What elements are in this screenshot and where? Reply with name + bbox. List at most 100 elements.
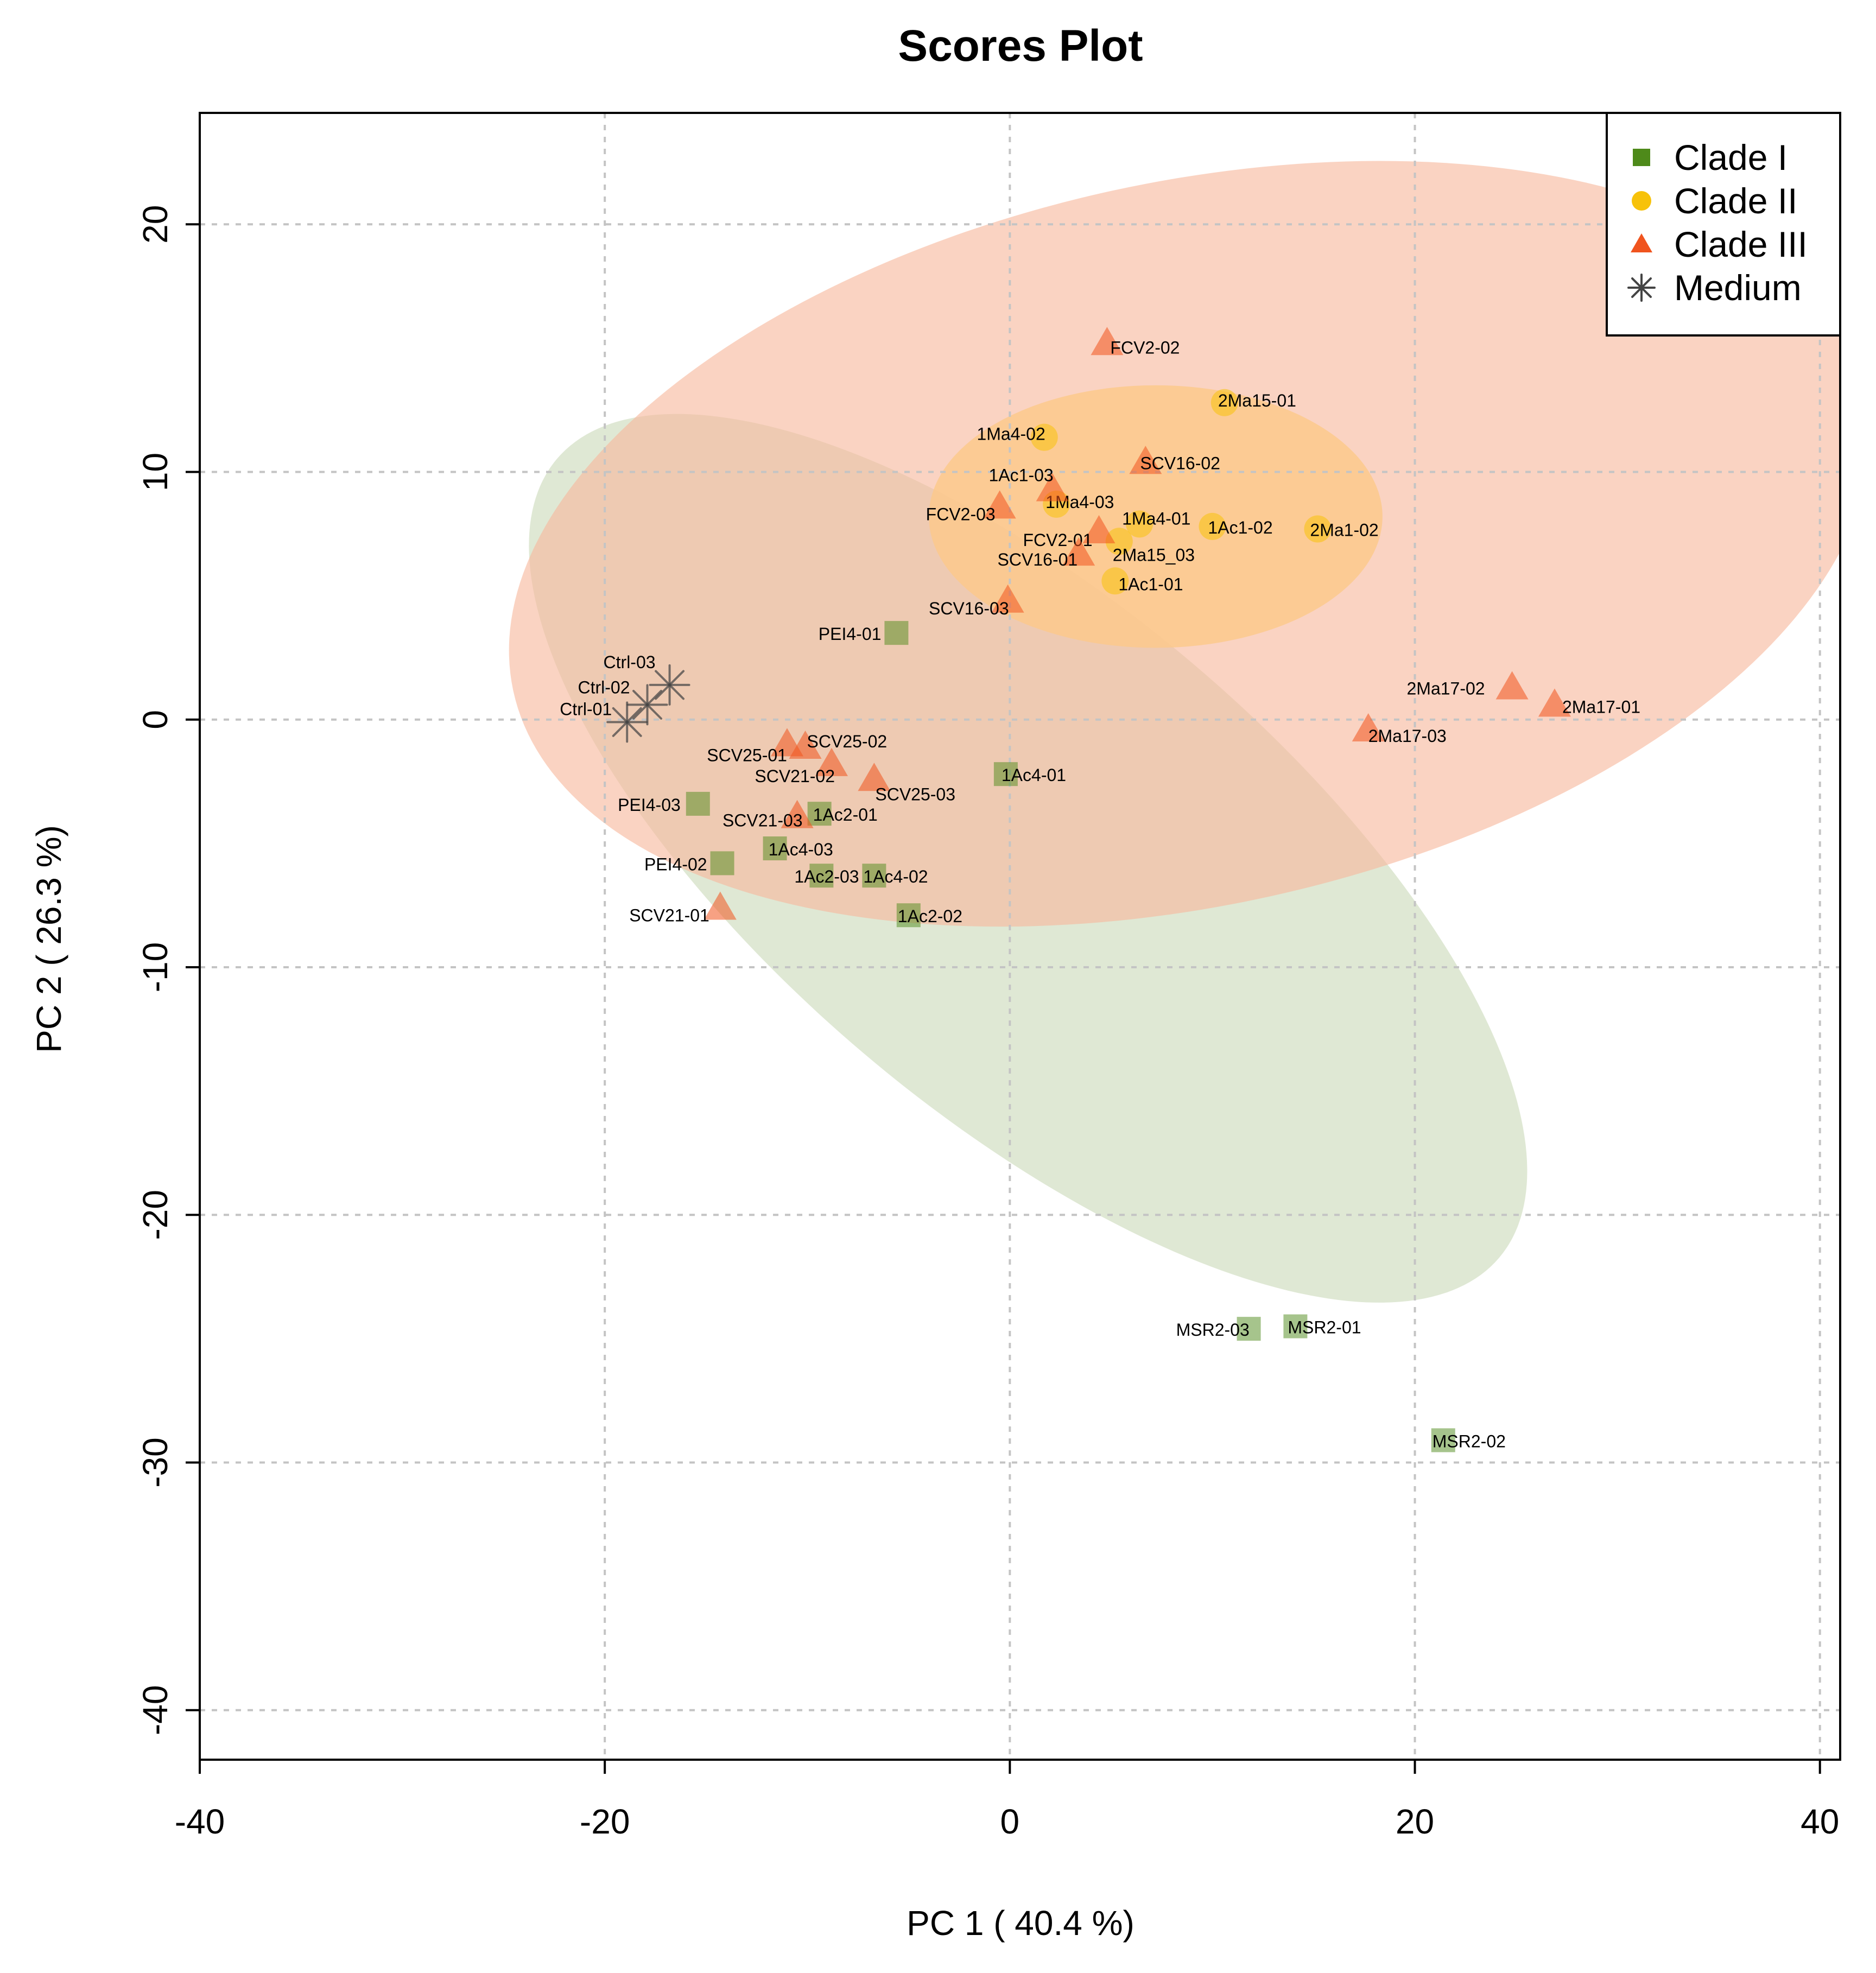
point-1ac2-02 [896,903,921,928]
point-1ma4-02 [1030,423,1058,451]
point-2ma15-01 [1210,389,1238,416]
confidence-ellipses [509,161,1840,1303]
point-label: 2Ma17-03 [1368,726,1447,746]
point-label: SCV16-01 [998,550,1078,569]
point-scv16-03 [991,584,1024,613]
y-tick-label: -20 [136,1190,175,1240]
x-tick-label: 20 [1396,1802,1434,1841]
point-fcv2-01 [1082,515,1116,544]
point-1ac4-01 [993,762,1018,786]
point-label: Ctrl-03 [604,652,656,672]
point-label: 1Ac4-01 [1002,765,1066,785]
y-tick-label: 20 [136,205,175,244]
point-label: 1Ac2-01 [813,805,878,824]
point-label: 2Ma1-02 [1310,520,1378,540]
point-label: 1Ma4-01 [1122,509,1190,528]
point-1ac1-02 [1199,512,1226,540]
point-label: MSR2-02 [1433,1431,1506,1451]
point-1ac1-01 [1101,567,1129,595]
legend-label: Medium [1674,268,1802,308]
point-label: 1Ac4-02 [863,867,928,886]
point-label: 1Ac1-03 [989,465,1054,485]
point-scv21-01 [704,891,737,920]
point-pei4-02 [710,851,734,876]
point-1ac4-02 [862,864,886,888]
point-label: SCV16-02 [1140,453,1220,473]
x-tick-label: -20 [580,1802,630,1841]
point-label: PEI4-02 [644,854,707,874]
point-scv16-02 [1129,446,1162,474]
legend-triangle-marker [1631,233,1652,252]
point-label: PEI4-01 [819,624,882,644]
point-label: 2Ma17-01 [1562,697,1640,716]
legend-item: Clade II [1632,181,1797,221]
point-2ma17-03 [1352,713,1385,742]
series-clade-iii: FCV2-02SCV16-021Ac1-03FCV2-03FCV2-01SCV1… [629,327,1640,925]
chart-title: Scores Plot [898,21,1143,71]
point-scv21-03 [781,800,814,828]
legend-asterisk-marker [1627,274,1656,302]
y-tick-label: -30 [136,1437,175,1488]
y-axis-title: PC 2 ( 26.3 %) [29,825,68,1053]
point-label: MSR2-03 [1176,1320,1250,1340]
point-scv21-02 [815,747,848,776]
point-label: 1Ac1-02 [1208,518,1272,537]
point-2ma1-02 [1304,515,1332,543]
point-label: SCV16-03 [929,599,1009,618]
point-scv25-01 [770,728,803,757]
point-1ac4-03 [763,836,787,861]
point-scv16-01 [1062,537,1095,566]
series-clade-i: PEI4-01 1Ac4-01 PEI4-03 1Ac2-01 1Ac4-03 PEI4-… [618,621,1506,1452]
legend-item: Clade I [1633,137,1788,177]
legend-circle-marker [1632,191,1651,211]
x-axis-title: PC 1 ( 40.4 %) [907,1904,1135,1943]
point-label: 1Ma4-02 [977,424,1045,444]
point-label: 1Ac2-03 [794,867,859,886]
point-label: SCV21-01 [629,906,709,925]
point-label: 2Ma17-02 [1407,678,1485,698]
x-tick-label: -40 [175,1802,225,1841]
point-fcv2-03 [983,490,1016,519]
legend-item: Medium [1627,268,1802,308]
legend-square-marker [1633,149,1650,166]
point-1ac2-03 [809,864,834,888]
point-ctrl-03 [649,664,690,706]
point-label: Ctrl-01 [560,699,612,719]
legend-item: Clade III [1631,224,1808,264]
point-pei4-03 [686,791,710,816]
point-msr2-02 [1431,1428,1455,1452]
data-points: PEI4-01 1Ac4-01 PEI4-03 1Ac2-01 1Ac4-03 PEI4-… [560,327,1640,1452]
point-label: FCV2-03 [926,504,996,524]
point-label: Ctrl-02 [578,677,630,697]
x-tick-label: 0 [1000,1802,1020,1841]
point-1ac2-01 [807,802,832,826]
point-label: PEI4-03 [618,795,681,815]
y-tick-label: -40 [136,1685,175,1736]
point-msr2-01 [1283,1314,1308,1338]
x-tick-label: 40 [1801,1802,1839,1841]
point-pei4-01 [884,621,909,645]
point-2ma17-01 [1538,688,1571,717]
point-msr2-03 [1237,1317,1261,1341]
point-ctrl-02 [626,684,668,726]
ellipse-clade-ii [929,385,1383,648]
point-label: SCV21-02 [755,766,835,786]
axes: -40 -20 0 20 40 -40 -30 -20 -10 0 10 20 [136,112,1841,1841]
y-tick-label: -10 [136,942,175,993]
point-label: FCV2-02 [1110,338,1180,357]
point-label: SCV25-02 [807,732,888,751]
point-label: SCV25-01 [707,745,787,765]
legend-label: Clade III [1674,224,1808,264]
legend-label: Clade I [1674,137,1788,177]
point-1ac1-03 [1036,473,1069,502]
point-label: SCV25-03 [875,784,955,804]
point-fcv2-02 [1091,327,1124,356]
legend-label: Clade II [1674,181,1797,221]
y-tick-label: 10 [136,453,175,491]
point-label: SCV21-03 [722,811,803,830]
point-label: MSR2-01 [1288,1318,1361,1337]
point-2ma17-02 [1495,671,1529,700]
